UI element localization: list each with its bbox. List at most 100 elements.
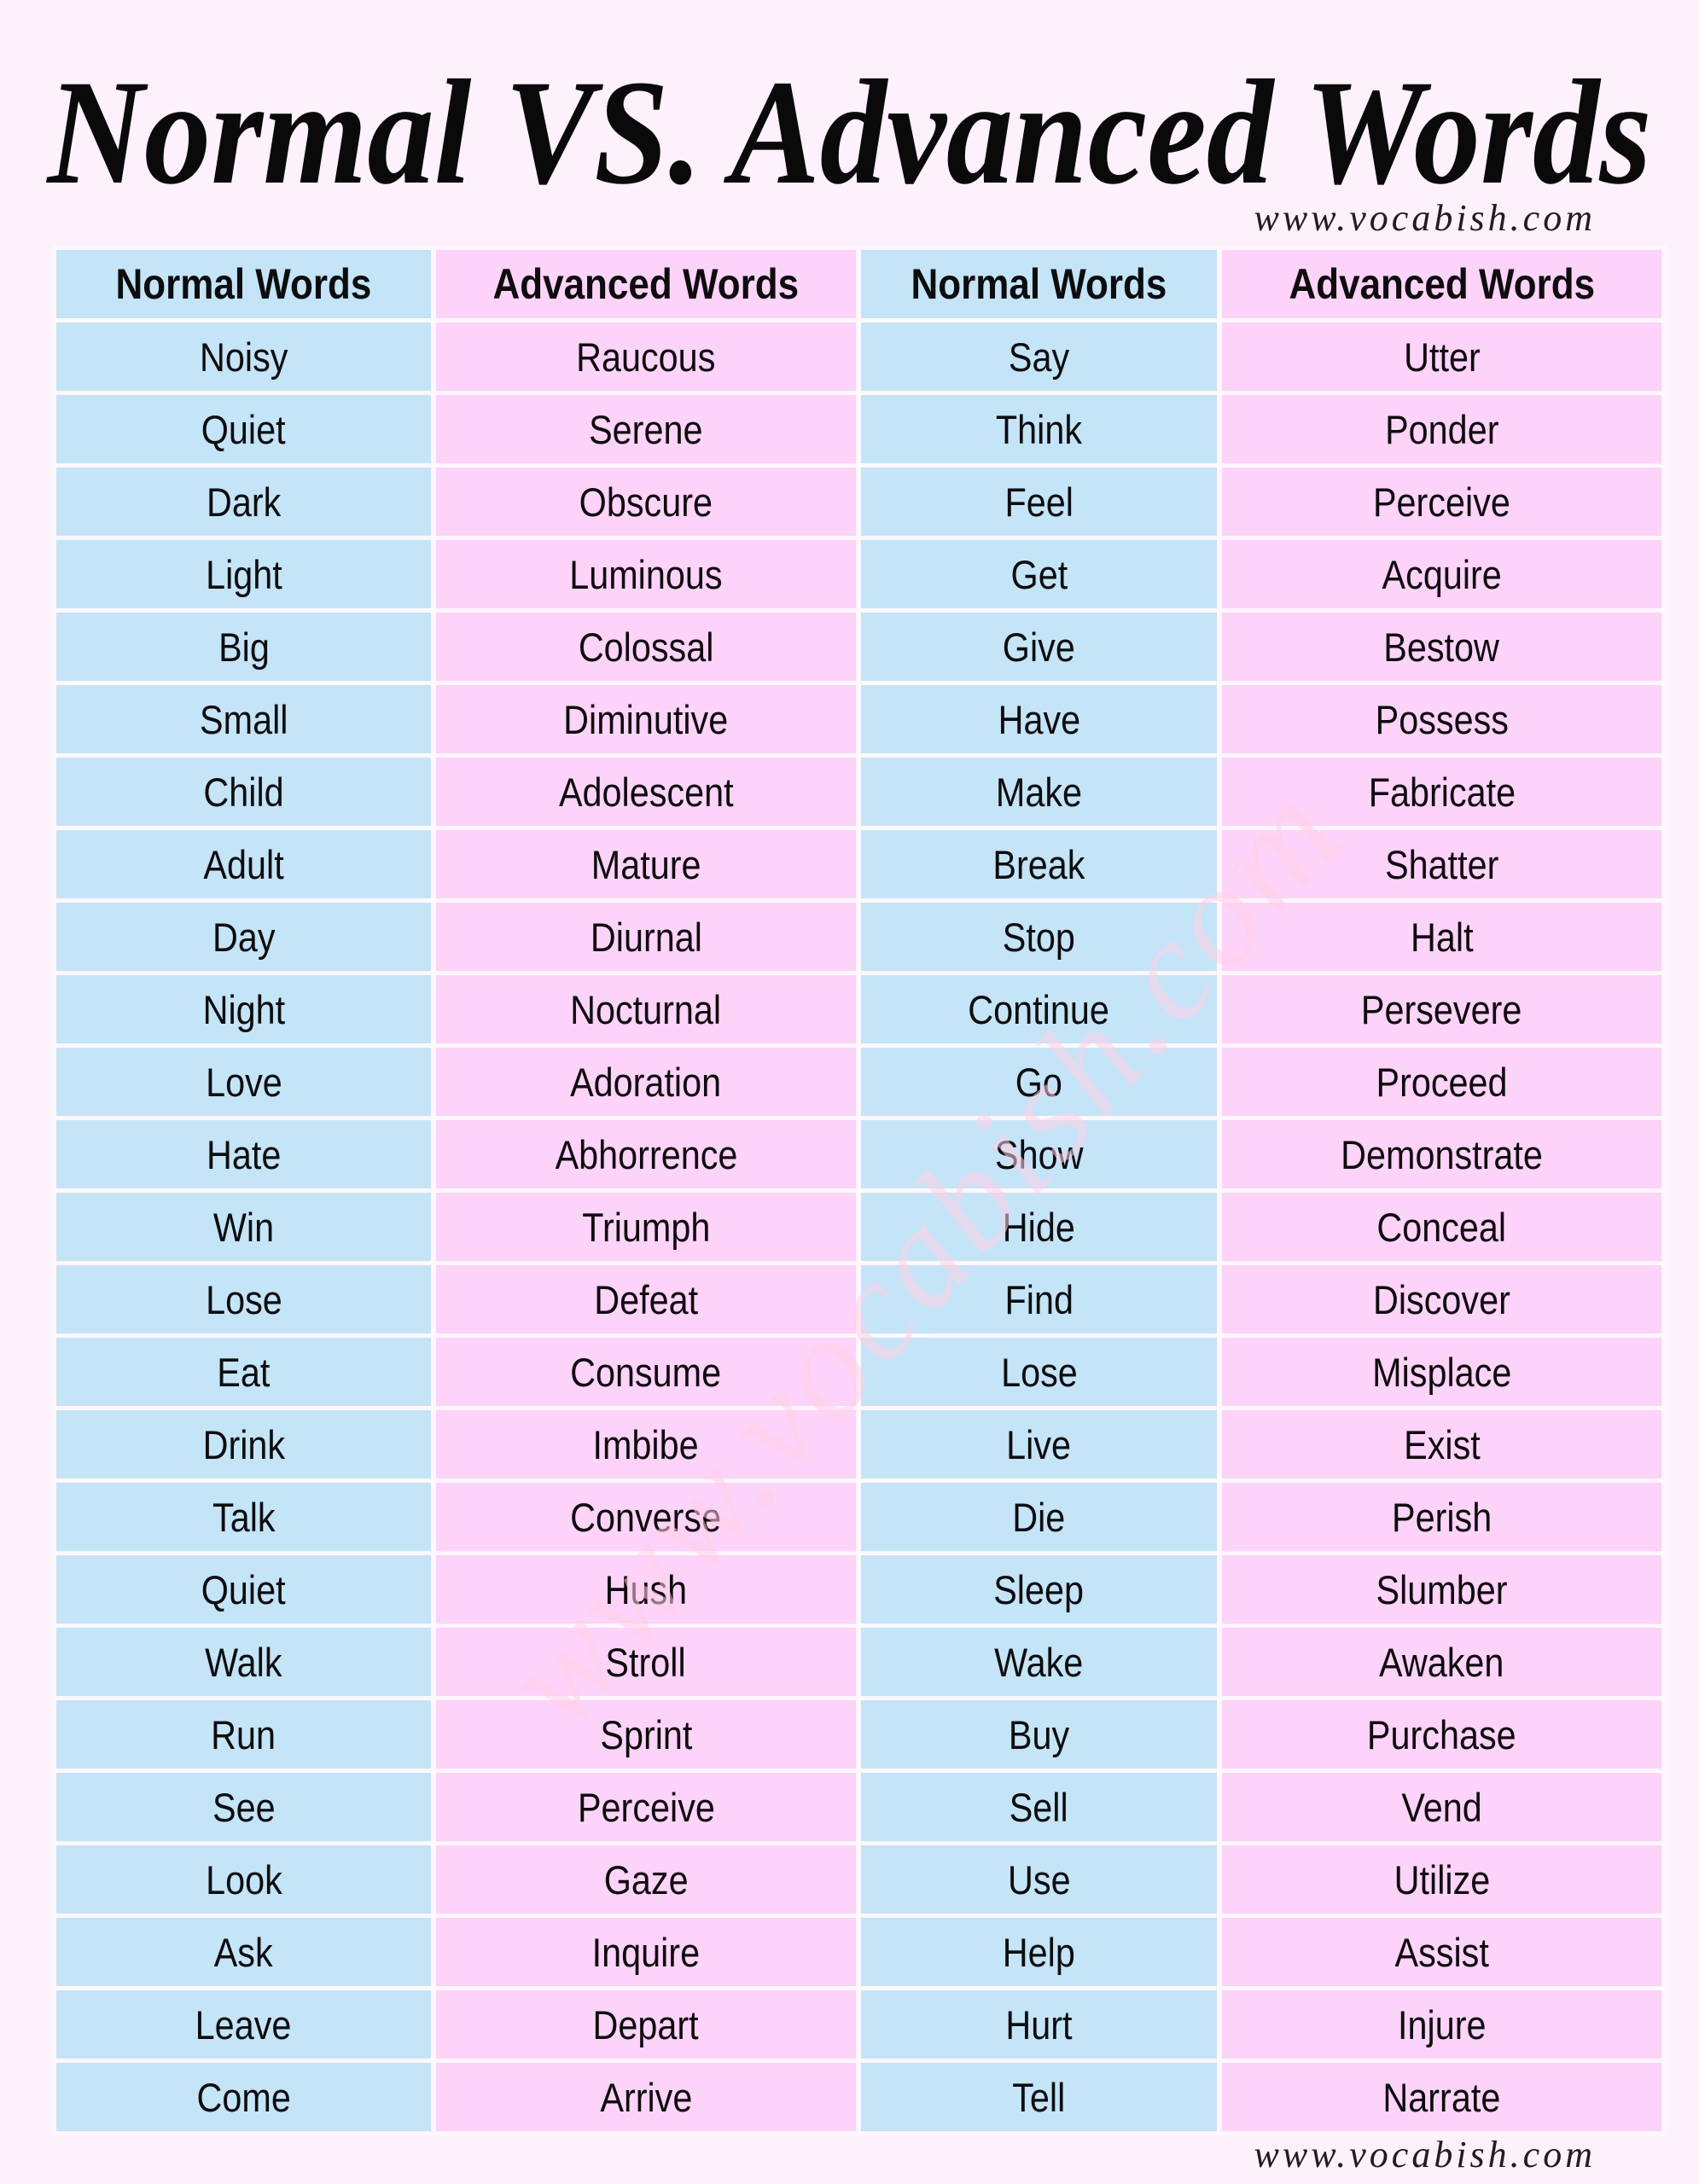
table-row: Night Nocturnal Continue Persevere: [56, 975, 1661, 1043]
word-text: Die: [1012, 1494, 1066, 1540]
word-text: Think: [995, 406, 1083, 452]
word-text: Hate: [206, 1131, 282, 1177]
normal-word-cell: Lose: [861, 1338, 1217, 1406]
normal-word-cell: Die: [861, 1483, 1217, 1551]
advanced-word-cell: Colossal: [436, 613, 856, 681]
normal-word-cell: Feel: [861, 468, 1217, 536]
word-text: Adoration: [570, 1059, 722, 1105]
advanced-word-cell: Adoration: [436, 1048, 856, 1116]
word-text: Have: [998, 696, 1080, 742]
advanced-word-cell: Fabricate: [1222, 758, 1661, 826]
normal-word-cell: Have: [861, 685, 1217, 753]
header-advanced-words-left: Advanced Words: [436, 250, 856, 318]
advanced-word-cell: Utter: [1222, 322, 1661, 391]
advanced-word-cell: Gaze: [436, 1845, 856, 1914]
word-text: Utter: [1403, 334, 1481, 380]
word-text: Stop: [1002, 914, 1076, 960]
word-text: Mature: [591, 841, 701, 887]
word-text: Perceive: [1373, 479, 1510, 525]
normal-word-cell: Drink: [56, 1410, 431, 1478]
table-body: Noisy Raucous Say Utter Quiet Serene Think Pond…: [56, 322, 1661, 2131]
word-text: Obscure: [579, 479, 713, 525]
advanced-word-cell: Arrive: [436, 2063, 856, 2131]
header-label: Normal Words: [115, 260, 372, 308]
word-text: Sprint: [599, 1711, 693, 1757]
header-label: Advanced Words: [1289, 260, 1595, 308]
word-text: Luminous: [569, 551, 723, 597]
normal-word-cell: Say: [861, 322, 1217, 391]
advanced-word-cell: Vend: [1222, 1773, 1661, 1841]
word-text: Serene: [589, 406, 703, 452]
normal-word-cell: See: [56, 1773, 431, 1841]
word-text: Diurnal: [590, 914, 702, 960]
normal-word-cell: Eat: [56, 1338, 431, 1406]
word-text: Ponder: [1384, 406, 1499, 452]
normal-word-cell: Small: [56, 685, 431, 753]
word-table: Normal Words Advanced Words Normal Words…: [51, 246, 1667, 2135]
advanced-word-cell: Discover: [1222, 1265, 1661, 1333]
word-text: Awaken: [1379, 1639, 1504, 1685]
header-normal-words-right: Normal Words: [861, 250, 1217, 318]
table-row: Quiet Serene Think Ponder: [56, 395, 1661, 463]
word-text: Injure: [1397, 2001, 1487, 2048]
normal-word-cell: Use: [861, 1845, 1217, 1914]
word-text: Lose: [1000, 1349, 1078, 1395]
word-text: Shatter: [1384, 841, 1499, 887]
advanced-word-cell: Diurnal: [436, 903, 856, 971]
word-text: Slumber: [1376, 1566, 1508, 1612]
advanced-word-cell: Exist: [1222, 1410, 1661, 1478]
table-row: Child Adolescent Make Fabricate: [56, 758, 1661, 826]
table-row: Love Adoration Go Proceed: [56, 1048, 1661, 1116]
word-text: Big: [218, 624, 270, 670]
word-text: Walk: [205, 1639, 282, 1685]
advanced-word-cell: Consume: [436, 1338, 856, 1406]
page-title: Normal VS. Advanced Words: [46, 49, 1652, 216]
normal-word-cell: Tell: [861, 2063, 1217, 2131]
advanced-word-cell: Slumber: [1222, 1555, 1661, 1623]
word-text: Buy: [1008, 1711, 1070, 1757]
header-label: Advanced Words: [492, 260, 800, 308]
word-text: Hide: [1002, 1204, 1076, 1250]
normal-word-cell: Sleep: [861, 1555, 1217, 1623]
word-text: Narrate: [1382, 2074, 1501, 2120]
advanced-word-cell: Assist: [1222, 1918, 1661, 1986]
website-url-bottom: www.vocabish.com: [1254, 2134, 1596, 2175]
table-row: See Perceive Sell Vend: [56, 1773, 1661, 1841]
header-normal-words-left: Normal Words: [56, 250, 431, 318]
advanced-word-cell: Defeat: [436, 1265, 856, 1333]
normal-word-cell: Give: [861, 613, 1217, 681]
word-text: Break: [992, 841, 1085, 887]
word-text: Go: [1015, 1059, 1063, 1105]
normal-word-cell: Stop: [861, 903, 1217, 971]
word-text: Day: [212, 914, 276, 960]
normal-word-cell: Come: [56, 2063, 431, 2131]
advanced-word-cell: Sprint: [436, 1700, 856, 1769]
word-text: Quiet: [201, 406, 286, 452]
normal-word-cell: Help: [861, 1918, 1217, 1986]
normal-word-cell: Night: [56, 975, 431, 1043]
normal-word-cell: Show: [861, 1120, 1217, 1188]
word-text: Halt: [1410, 914, 1474, 960]
word-text: Imbibe: [592, 1421, 700, 1467]
normal-word-cell: Think: [861, 395, 1217, 463]
word-text: Wake: [994, 1639, 1084, 1685]
table-row: Big Colossal Give Bestow: [56, 613, 1661, 681]
table-row: Drink Imbibe Live Exist: [56, 1410, 1661, 1478]
table-row: Win Triumph Hide Conceal: [56, 1193, 1661, 1261]
advanced-word-cell: Ponder: [1222, 395, 1661, 463]
word-text: Sleep: [993, 1566, 1085, 1612]
normal-word-cell: Love: [56, 1048, 431, 1116]
word-text: Conceal: [1376, 1204, 1507, 1250]
word-text: Assist: [1394, 1929, 1489, 1975]
word-text: Child: [203, 769, 284, 815]
normal-word-cell: Sell: [861, 1773, 1217, 1841]
word-text: Utilize: [1394, 1856, 1490, 1902]
advanced-word-cell: Imbibe: [436, 1410, 856, 1478]
word-text: Defeat: [594, 1276, 698, 1322]
advanced-word-cell: Converse: [436, 1483, 856, 1551]
header-row: Normal Words Advanced Words Normal Words…: [56, 250, 1661, 318]
advanced-word-cell: Mature: [436, 830, 856, 898]
word-text: Drink: [202, 1421, 285, 1467]
table-row: Day Diurnal Stop Halt: [56, 903, 1661, 971]
